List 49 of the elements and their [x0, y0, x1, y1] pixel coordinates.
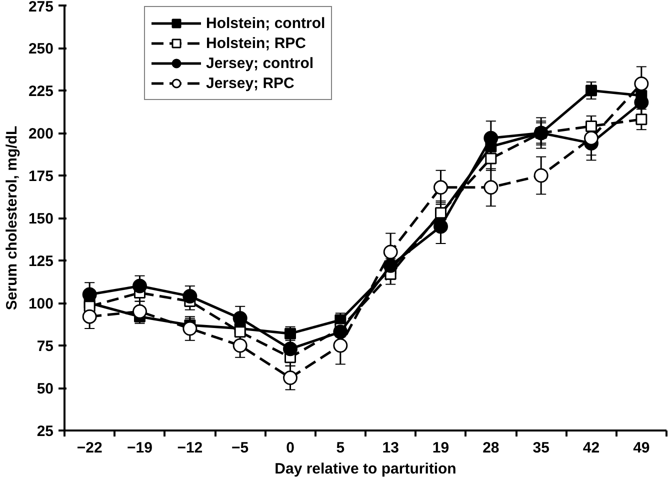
point: [383, 258, 398, 273]
point: [234, 326, 246, 338]
legend-label: Holstein; RPC: [206, 34, 306, 52]
y-tick-label: 250: [28, 40, 54, 58]
x-tick-label: 19: [432, 440, 450, 456]
y-tick-label: 150: [28, 210, 54, 228]
y-tick-label: 75: [36, 338, 54, 355]
y-tick-label: 50: [36, 380, 54, 398]
y-tick-label: 25: [36, 423, 54, 440]
x-axis-title: Day relative to parturition: [274, 460, 456, 478]
x-tick-label: −19: [127, 440, 152, 456]
point: [434, 219, 448, 234]
point: [82, 309, 97, 324]
point: [333, 338, 348, 353]
x-tick-label: 0: [286, 440, 294, 456]
point: [434, 180, 448, 195]
point: [132, 278, 147, 294]
x-tick-label: 5: [336, 440, 345, 456]
x-tick-label: 13: [382, 440, 399, 456]
legend-label: Jersey; RPC: [206, 74, 294, 92]
point: [383, 244, 398, 260]
y-tick-label: 100: [28, 296, 54, 312]
x-tick-label: 42: [582, 440, 600, 456]
x-tick-label: 49: [633, 440, 650, 456]
point: [283, 370, 298, 386]
point: [636, 114, 648, 126]
y-tick-label: 175: [28, 168, 54, 185]
y-tick-label: 200: [28, 126, 54, 142]
point: [534, 168, 548, 183]
point: [485, 152, 497, 164]
point: [586, 84, 597, 96]
y-axis-title: Serum cholesterol, mg/dL: [3, 126, 20, 310]
x-tick-label: −12: [177, 440, 203, 456]
x-tick-label: −5: [232, 440, 249, 456]
point: [586, 120, 597, 132]
point: [634, 76, 649, 91]
y-tick-label: 225: [28, 83, 54, 100]
legend-label: Holstein; control: [206, 14, 326, 32]
x-tick-label: −22: [76, 440, 102, 456]
legend-label: Jersey; control: [206, 54, 314, 72]
y-tick-label: 275: [28, 0, 54, 16]
y-tick-label: 125: [28, 253, 54, 270]
x-tick-label: 35: [532, 440, 550, 456]
point: [232, 338, 248, 353]
x-tick-label: 28: [482, 440, 500, 456]
point: [584, 130, 598, 146]
point: [484, 180, 498, 195]
point: [283, 342, 298, 356]
point: [333, 324, 348, 340]
